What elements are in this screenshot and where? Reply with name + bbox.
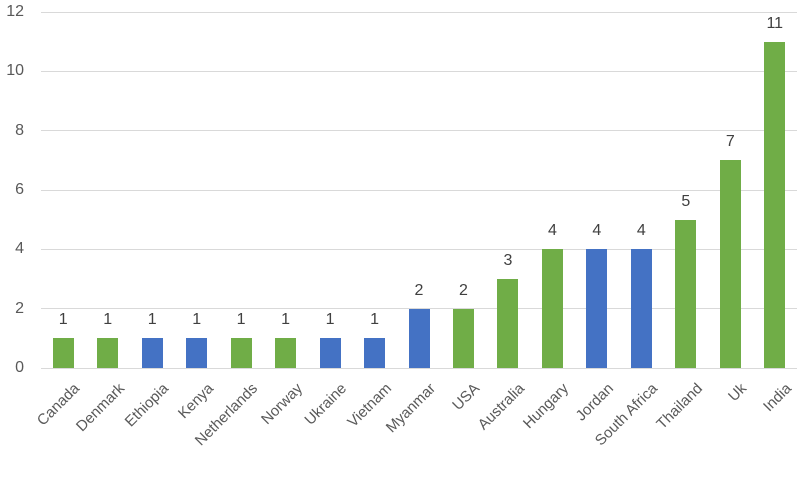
y-tick-label: 10 — [6, 62, 24, 80]
bar-vietnam — [364, 338, 386, 368]
value-label: 1 — [236, 311, 246, 329]
bar-denmark — [97, 338, 119, 368]
value-label: 1 — [103, 311, 113, 329]
value-label: 1 — [58, 311, 68, 329]
value-label: 1 — [325, 311, 335, 329]
bar-australia — [497, 279, 519, 368]
value-label: 2 — [459, 281, 468, 299]
bar-ethiopia — [141, 338, 163, 368]
value-label: 5 — [681, 192, 691, 210]
bar-india — [764, 41, 786, 368]
bar-norway — [275, 338, 297, 368]
value-label: 7 — [725, 133, 735, 151]
bar-myanmar — [408, 308, 430, 368]
y-tick-label: 6 — [15, 181, 24, 198]
value-label: 1 — [370, 311, 379, 329]
value-label: 4 — [592, 222, 602, 240]
bar-netherlands — [230, 338, 252, 368]
y-tick-label: 4 — [15, 240, 24, 258]
bar-thailand — [675, 219, 697, 368]
bar-kenya — [186, 338, 208, 368]
y-tick-label: 12 — [6, 3, 24, 20]
gridline — [41, 130, 797, 132]
bar-jordan — [586, 249, 608, 368]
gridline — [41, 11, 797, 13]
y-tick-label: 8 — [15, 121, 24, 139]
value-label: 11 — [766, 14, 784, 32]
value-label: 2 — [414, 281, 424, 299]
value-label: 3 — [503, 252, 513, 269]
bar-uk — [719, 160, 741, 368]
gridline — [41, 248, 797, 250]
value-label: 4 — [636, 222, 646, 240]
bar-usa — [452, 308, 474, 368]
value-label: 1 — [147, 311, 157, 329]
bar-canada — [52, 338, 74, 368]
value-label: 1 — [192, 311, 202, 329]
gridline — [41, 70, 797, 72]
y-tick-label: 2 — [15, 299, 24, 317]
gridline — [41, 367, 797, 369]
bar-hungary — [541, 249, 563, 368]
value-label: 1 — [281, 311, 291, 329]
y-tick-label: 0 — [15, 359, 24, 376]
gridline — [41, 189, 797, 191]
bar-south-africa — [630, 249, 652, 368]
value-label: 4 — [547, 222, 557, 240]
bar-ukraine — [319, 338, 341, 368]
